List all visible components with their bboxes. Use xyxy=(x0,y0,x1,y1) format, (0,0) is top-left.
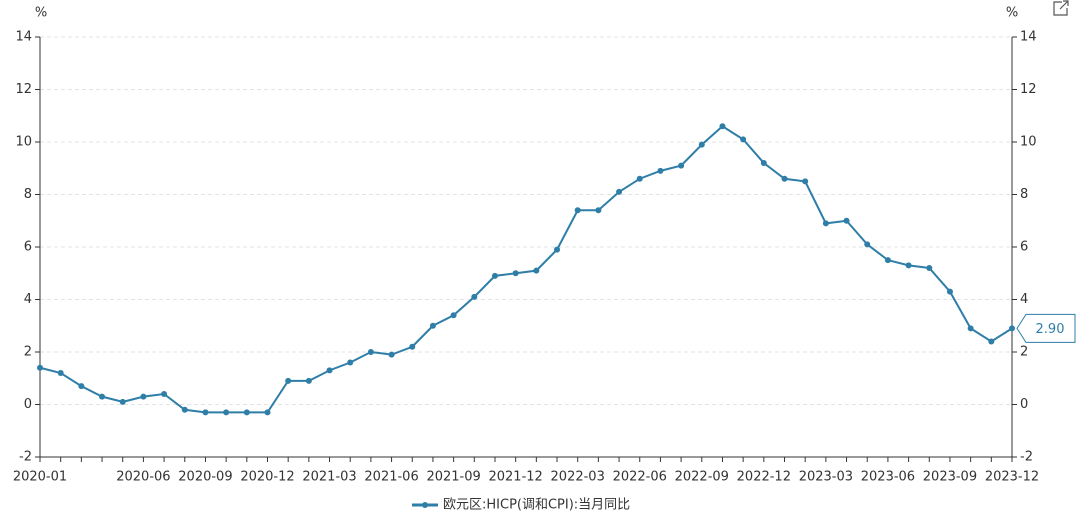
data-point xyxy=(760,160,767,166)
y-tick-label: 2 xyxy=(24,345,32,360)
y2-tick-label: 6 xyxy=(1020,240,1028,255)
data-point xyxy=(37,364,43,371)
legend-marker xyxy=(422,502,428,508)
data-point xyxy=(926,265,933,271)
x-tick-label: 2020-12 xyxy=(240,470,294,485)
y-tick-label: 8 xyxy=(24,187,32,202)
data-point xyxy=(161,391,168,397)
data-point xyxy=(678,162,685,169)
expand-icon[interactable] xyxy=(1053,0,1069,16)
y-tick-label: 0 xyxy=(24,397,32,412)
y2-tick-label: 8 xyxy=(1020,187,1028,202)
data-point xyxy=(181,406,188,413)
data-point xyxy=(78,383,85,390)
data-point xyxy=(140,393,147,400)
data-point xyxy=(864,241,871,248)
y-tick-label: 10 xyxy=(15,135,32,150)
data-point xyxy=(119,398,126,405)
data-point xyxy=(884,257,891,264)
data-point xyxy=(988,338,995,345)
x-tick-label: 2023-09 xyxy=(923,470,977,485)
series-line xyxy=(39,125,1013,414)
data-point xyxy=(1009,325,1015,332)
x-tick-label: 2020-01 xyxy=(13,470,67,485)
y2-tick-label: -2 xyxy=(1020,450,1033,465)
y2-axis-unit: % xyxy=(1006,6,1018,21)
data-point xyxy=(326,367,333,374)
data-point xyxy=(698,141,705,148)
data-point xyxy=(967,325,974,332)
x-tick-label: 2020-06 xyxy=(116,470,170,485)
data-point xyxy=(388,351,395,358)
data-point xyxy=(264,409,271,416)
data-point xyxy=(285,377,292,384)
y2-tick-label: 10 xyxy=(1020,135,1037,150)
data-point xyxy=(202,409,209,416)
y2-tick-label: 2 xyxy=(1020,345,1028,360)
x-tick-label: 2022-03 xyxy=(551,470,605,485)
x-tick-label: 2021-12 xyxy=(488,470,542,485)
data-point xyxy=(843,217,850,224)
value-label-box xyxy=(1016,313,1076,343)
x-tick-label: 2021-06 xyxy=(364,470,418,485)
x-tick-label: 2022-12 xyxy=(737,470,791,485)
x-tick-label: 2023-12 xyxy=(985,470,1039,485)
data-point xyxy=(822,220,829,227)
data-point xyxy=(367,349,374,355)
y2-tick-label: 0 xyxy=(1020,397,1028,412)
data-point xyxy=(616,188,623,195)
x-tick-label: 2020-09 xyxy=(178,470,232,485)
y-tick-label: 4 xyxy=(24,292,32,307)
data-point xyxy=(574,207,581,214)
data-point xyxy=(409,343,416,350)
value-label: 2.90 xyxy=(1016,313,1076,343)
value-label-text: 2.90 xyxy=(1036,322,1065,337)
data-point xyxy=(491,272,498,279)
y-tick-label: -2 xyxy=(19,450,32,465)
data-point xyxy=(595,207,602,214)
data-point xyxy=(781,175,788,182)
data-point xyxy=(223,409,230,416)
data-point xyxy=(512,270,519,277)
y-tick-label: 14 xyxy=(15,30,32,45)
x-tick-label: 2022-09 xyxy=(675,470,729,485)
legend-label: 欧元区:HICP(调和CPI):当月同比 xyxy=(443,498,630,513)
x-tick-label: 2023-06 xyxy=(861,470,915,485)
data-point xyxy=(243,409,250,416)
data-point xyxy=(305,377,312,384)
data-point xyxy=(471,293,478,300)
y2-tick-label: 4 xyxy=(1020,292,1028,307)
y2-tick-label: 12 xyxy=(1020,82,1037,97)
data-point xyxy=(554,246,561,253)
data-point xyxy=(946,288,953,295)
data-point xyxy=(636,175,643,182)
icon-arrow xyxy=(1059,0,1069,10)
data-point xyxy=(533,267,540,274)
data-point xyxy=(450,312,457,319)
x-tick-label: 2022-06 xyxy=(613,470,667,485)
data-point xyxy=(802,178,809,185)
data-point xyxy=(99,393,106,400)
data-point xyxy=(57,370,64,376)
data-point xyxy=(740,136,747,143)
x-tick-label: 2021-09 xyxy=(426,470,480,485)
data-point xyxy=(657,167,664,174)
data-point xyxy=(719,123,726,130)
data-point xyxy=(347,359,354,366)
y2-tick-label: 14 xyxy=(1020,30,1037,45)
y-axis-unit: % xyxy=(35,6,47,21)
icon-frame xyxy=(1053,1,1068,16)
x-tick-label: 2021-03 xyxy=(302,470,356,485)
y-tick-label: 12 xyxy=(15,82,32,97)
x-tick-label: 2023-03 xyxy=(799,470,853,485)
data-point xyxy=(429,322,436,329)
data-point xyxy=(905,262,912,269)
y-tick-label: 6 xyxy=(24,240,32,255)
